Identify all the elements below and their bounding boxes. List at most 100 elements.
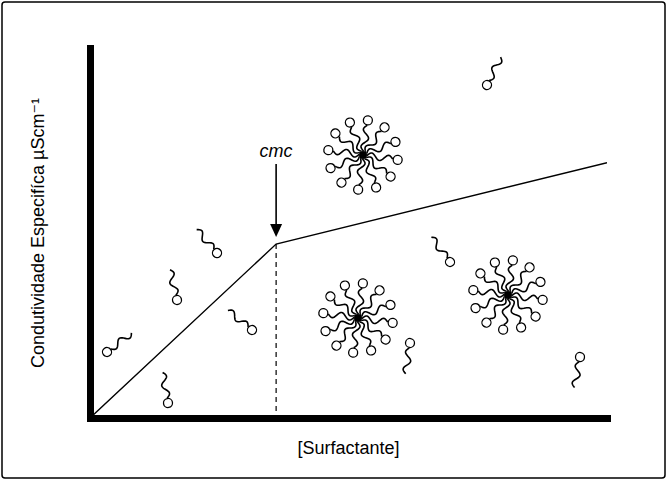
micelle xyxy=(468,255,547,334)
head xyxy=(373,284,386,297)
monomer xyxy=(481,55,505,91)
micelle-monomer xyxy=(508,294,542,323)
plot-area xyxy=(90,163,607,418)
monomer xyxy=(101,329,135,358)
head xyxy=(489,257,501,269)
tail xyxy=(403,348,413,375)
head xyxy=(405,338,415,348)
molecules xyxy=(101,55,586,408)
tail xyxy=(511,281,537,297)
micelle-monomer xyxy=(330,318,359,352)
head xyxy=(246,324,259,337)
head xyxy=(318,308,328,318)
head xyxy=(330,339,343,352)
head xyxy=(348,348,358,358)
tail xyxy=(194,228,216,252)
micelle-monomer xyxy=(365,136,401,158)
monomer xyxy=(193,227,223,260)
head xyxy=(320,325,332,337)
micelle-monomer xyxy=(329,127,363,156)
head xyxy=(444,256,457,269)
conductivity-line xyxy=(90,163,607,418)
monomer xyxy=(570,352,585,389)
micelle xyxy=(318,278,397,357)
head xyxy=(172,295,183,306)
micelle-core xyxy=(354,314,362,322)
tail xyxy=(429,235,450,260)
micelle-monomer xyxy=(324,290,358,319)
micelle xyxy=(323,115,402,194)
head xyxy=(163,398,173,408)
y-axis-title: Condutividade Especifíca µScm⁻¹ xyxy=(28,98,48,368)
micelle-monomer xyxy=(357,284,386,318)
micelle-monomer xyxy=(480,295,509,329)
head xyxy=(339,280,351,292)
head xyxy=(363,115,373,125)
micelle-monomer xyxy=(360,299,396,321)
monomer xyxy=(428,235,457,269)
head xyxy=(358,278,368,288)
head xyxy=(379,333,392,346)
head xyxy=(474,267,487,280)
micelle-monomer xyxy=(470,292,506,314)
micelle-monomer xyxy=(507,261,536,295)
tail xyxy=(109,330,133,351)
x-axis-title: [Surfactante] xyxy=(297,438,399,458)
head xyxy=(344,117,356,129)
micelle-monomer xyxy=(358,317,392,346)
micelle-monomer xyxy=(335,155,364,189)
micelle-monomer xyxy=(344,117,366,153)
head xyxy=(470,302,482,314)
y-axis xyxy=(90,49,91,419)
x-axis-line xyxy=(91,415,608,422)
micelle-monomer xyxy=(325,152,361,174)
head xyxy=(393,155,403,165)
head xyxy=(329,127,342,140)
micelle-monomer xyxy=(510,276,546,298)
x-axis xyxy=(91,418,608,419)
head xyxy=(385,299,397,311)
micelle-monomer xyxy=(489,257,511,293)
micelle-monomer xyxy=(360,157,382,193)
head xyxy=(324,290,337,303)
annotation: cmc xyxy=(260,141,293,161)
micelle-core xyxy=(504,291,512,299)
head xyxy=(378,121,391,134)
cmc-arrowhead xyxy=(270,224,282,237)
frame xyxy=(2,2,665,478)
cmc-arrow xyxy=(275,164,277,228)
micelle-core xyxy=(359,151,367,159)
tail xyxy=(361,304,387,320)
head xyxy=(508,255,518,265)
head xyxy=(325,162,337,174)
tail xyxy=(366,141,392,157)
micelle-monomer xyxy=(474,267,508,296)
monomer xyxy=(401,338,415,374)
head xyxy=(384,170,397,183)
micelle-monomer xyxy=(320,315,356,337)
head xyxy=(365,345,377,357)
head xyxy=(211,247,224,260)
head xyxy=(101,346,114,359)
chart: cmc [Surfactante] Condutividade Especifíca… xyxy=(0,0,667,480)
monomer xyxy=(225,307,258,336)
head xyxy=(575,352,585,362)
monomer xyxy=(166,269,183,306)
head xyxy=(480,316,493,329)
head xyxy=(353,185,363,195)
monomer xyxy=(158,372,173,409)
micelle-monomer xyxy=(339,280,361,316)
head xyxy=(529,310,542,323)
head xyxy=(538,295,548,305)
tail xyxy=(167,269,179,296)
head xyxy=(390,136,402,148)
head xyxy=(323,145,333,155)
micelle-monomer xyxy=(505,297,527,333)
head xyxy=(388,318,398,328)
head xyxy=(468,285,478,295)
tail xyxy=(159,372,170,399)
head xyxy=(535,276,547,288)
cmc-dashed-line xyxy=(276,244,277,418)
head xyxy=(523,261,536,274)
tail xyxy=(486,56,503,82)
